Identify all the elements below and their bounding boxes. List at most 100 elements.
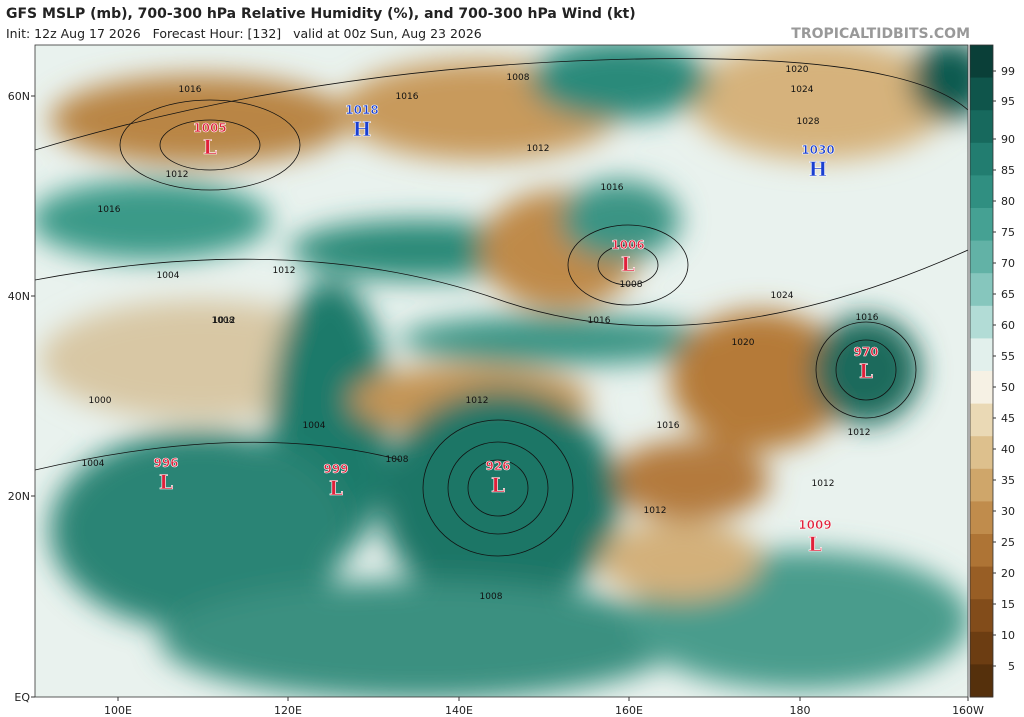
colorbar-label: 25 <box>1001 536 1015 549</box>
colorbar-label: 15 <box>1001 598 1015 611</box>
isobar-label: 1008 <box>507 73 530 83</box>
lon-label: 160E <box>615 704 643 717</box>
colorbar-swatch <box>970 45 993 79</box>
brand: TROPICALTIDBITS.COM <box>791 26 970 42</box>
center-pressure: 926 <box>485 459 510 473</box>
title: GFS MSLP (mb), 700-300 hPa Relative Humi… <box>6 6 636 22</box>
isobar-label: 1008 <box>212 316 235 326</box>
center-pressure: 1018 <box>345 103 378 117</box>
colorbar-swatch <box>970 240 993 274</box>
colorbar-label: 65 <box>1001 288 1015 301</box>
map-frame <box>34 44 969 698</box>
colorbar-label: 45 <box>1001 412 1015 425</box>
isobar-label: 1024 <box>771 291 794 301</box>
colorbar-swatch <box>970 77 993 111</box>
isobar-label: 1016 <box>396 92 419 102</box>
isobar-label: 1012 <box>166 170 189 180</box>
center-letter: L <box>621 252 635 276</box>
colorbar-frame <box>969 44 994 698</box>
isobar-label: 1028 <box>797 117 820 127</box>
isobar-label: 1024 <box>791 85 814 95</box>
colorbar-swatch <box>970 468 993 502</box>
lat-label: 20N <box>8 490 30 503</box>
colorbar-label: 10 <box>1001 629 1015 642</box>
isobar-label: 1012 <box>273 266 296 276</box>
center-pressure: 1009 <box>798 518 831 532</box>
colorbar-swatch <box>970 501 993 535</box>
colorbar-swatch <box>970 664 993 698</box>
colorbar-label: 35 <box>1001 474 1015 487</box>
lon-label: 160W <box>952 704 984 717</box>
colorbar-swatch <box>970 110 993 144</box>
center-letter: L <box>329 476 343 500</box>
isobar-label: 1008 <box>620 280 643 290</box>
isobar-label: 1012 <box>848 428 871 438</box>
isobar-label: 1012 <box>644 506 667 516</box>
center-pressure: 996 <box>153 456 178 470</box>
lon-label: 120E <box>274 704 302 717</box>
colorbar-label: 85 <box>1001 164 1015 177</box>
lat-label: EQ <box>14 691 30 704</box>
lon-label: 180 <box>790 704 811 717</box>
lat-label: 60N <box>8 90 30 103</box>
center-pressure: 1006 <box>611 238 644 252</box>
isobar-label: 1012 <box>213 316 236 326</box>
colorbar-label: 90 <box>1001 133 1015 146</box>
isobar-label: 1012 <box>527 144 550 154</box>
colorbar-label: 20 <box>1001 567 1015 580</box>
colorbar-swatch <box>970 566 993 600</box>
lat-label: 40N <box>8 290 30 303</box>
lon-label: 140E <box>445 704 473 717</box>
isobar-label: 1020 <box>786 65 809 75</box>
center-letter: H <box>809 157 828 181</box>
center-pressure: 999 <box>323 462 348 476</box>
center-letter: L <box>859 359 873 383</box>
colorbar-swatch <box>970 208 993 242</box>
colorbar-label: 5 <box>1008 660 1015 673</box>
colorbar-swatch <box>970 175 993 209</box>
colorbar-label: 95 <box>1001 95 1015 108</box>
colorbar-swatch <box>970 436 993 470</box>
isobar-label: 1004 <box>82 459 105 469</box>
center-pressure: 1030 <box>801 143 834 157</box>
colorbar-label: 40 <box>1001 443 1015 456</box>
subtitle: Init: 12z Aug 17 2026 Forecast Hour: [13… <box>6 26 482 41</box>
colorbar-swatch <box>970 338 993 372</box>
colorbar-swatch <box>970 631 993 665</box>
colorbar-label: 60 <box>1001 319 1015 332</box>
colorbar-label: 75 <box>1001 226 1015 239</box>
map <box>35 45 968 697</box>
colorbar-label: 50 <box>1001 381 1015 394</box>
colorbar-label: 70 <box>1001 257 1015 270</box>
isobar-label: 1016 <box>179 85 202 95</box>
isobar-label: 1008 <box>386 455 409 465</box>
colorbar-swatch <box>970 599 993 633</box>
colorbar-label: 80 <box>1001 195 1015 208</box>
lon-label: 100E <box>104 704 132 717</box>
colorbar-label: 30 <box>1001 505 1015 518</box>
center-pressure: 1005 <box>193 121 226 135</box>
center-letter: H <box>353 117 372 141</box>
isobar-label: 1020 <box>732 338 755 348</box>
isobar-label: 1016 <box>657 421 680 431</box>
colorbar-swatch <box>970 534 993 568</box>
isobar-label: 1004 <box>157 271 180 281</box>
colorbar-label: 99 <box>1001 65 1015 78</box>
isobar-label: 1016 <box>601 183 624 193</box>
isobar-label: 1016 <box>856 313 879 323</box>
colorbar-swatch <box>970 142 993 176</box>
colorbar-swatch <box>970 305 993 339</box>
center-letter: L <box>203 135 217 159</box>
center-letter: L <box>491 473 505 497</box>
isobar-label: 1012 <box>466 396 489 406</box>
colorbar-swatch <box>970 273 993 307</box>
center-letter: L <box>808 532 822 556</box>
isobar-label: 1012 <box>812 479 835 489</box>
isobar-label: 1000 <box>89 396 112 406</box>
isobar-label: 1016 <box>98 205 121 215</box>
colorbar-label: 55 <box>1001 350 1015 363</box>
colorbar-swatch <box>970 403 993 437</box>
isobar-label: 1016 <box>588 316 611 326</box>
isobar-label: 1008 <box>480 592 503 602</box>
